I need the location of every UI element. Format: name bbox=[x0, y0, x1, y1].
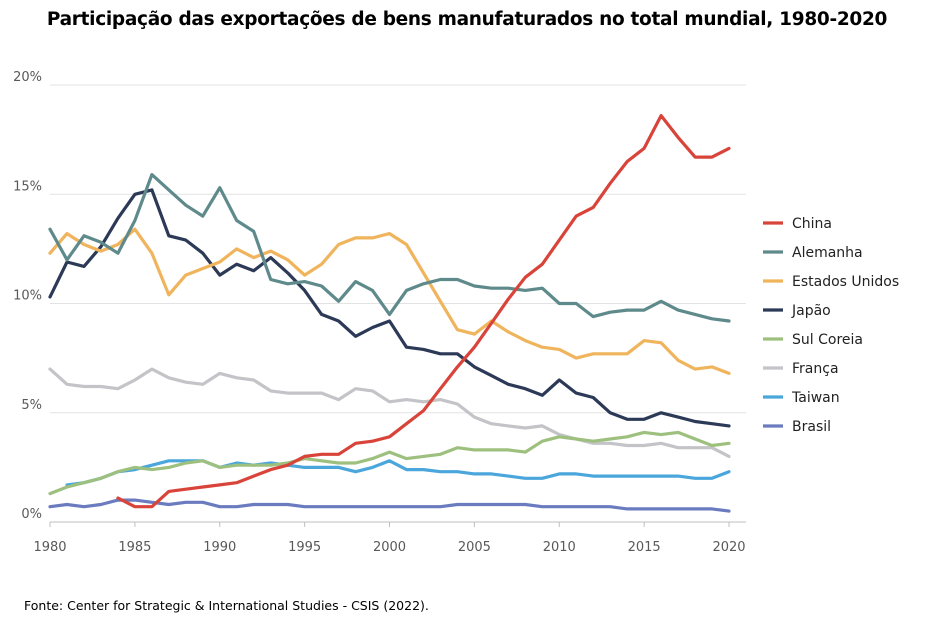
grid-lines bbox=[50, 84, 746, 414]
legend-item-brasil: Brasil bbox=[763, 419, 831, 435]
legend-label: Alemanha bbox=[792, 245, 863, 261]
y-tick-label: 0% bbox=[21, 507, 42, 522]
legend-label: Taiwan bbox=[791, 390, 840, 406]
legend-item-china: China bbox=[763, 216, 832, 232]
series-line-brasil bbox=[48, 498, 731, 513]
series-line-japão bbox=[48, 188, 731, 428]
legend-item-japão: Japão bbox=[763, 303, 831, 319]
legend-label: Sul Coreia bbox=[792, 332, 863, 348]
series-line-frança bbox=[48, 367, 731, 458]
x-tick-label: 2000 bbox=[373, 540, 406, 555]
y-tick-label: 20% bbox=[13, 70, 42, 85]
legend-label: Estados Unidos bbox=[792, 274, 899, 290]
x-tick-label: 2010 bbox=[543, 540, 576, 555]
series-line-sul-coreia bbox=[48, 430, 731, 496]
x-tick-label: 1995 bbox=[288, 540, 321, 555]
chart-title: Participação das exportações de bens man… bbox=[46, 9, 888, 30]
legend-label: China bbox=[792, 216, 832, 232]
source-note: Fonte: Center for Strategic & Internatio… bbox=[24, 598, 429, 613]
x-tick-label: 1990 bbox=[203, 540, 236, 555]
series-line-estados-unidos bbox=[48, 227, 731, 375]
x-tick-label: 1980 bbox=[33, 540, 66, 555]
legend-item-taiwan: Taiwan bbox=[763, 390, 840, 406]
legend-label: França bbox=[792, 361, 839, 377]
x-tick-label: 2015 bbox=[628, 540, 661, 555]
legend-item-sul-coreia: Sul Coreia bbox=[763, 332, 863, 348]
axes: 0% 5% 10% 15% 20% 1980 1985 1990 1995 2000 2005 201… bbox=[13, 70, 746, 555]
series-line-alemanha bbox=[48, 173, 731, 323]
series-line-taiwan bbox=[65, 459, 731, 487]
y-tick-label: 15% bbox=[13, 179, 42, 194]
series-line-china bbox=[116, 113, 731, 509]
legend: China Alemanha Estados Unidos Japão Sul Core… bbox=[763, 216, 899, 435]
legend-label: Brasil bbox=[792, 419, 831, 435]
x-tick-label: 2005 bbox=[458, 540, 491, 555]
series-lines bbox=[48, 113, 731, 513]
y-tick-label: 5% bbox=[21, 398, 42, 413]
legend-item-estados-unidos: Estados Unidos bbox=[763, 274, 899, 290]
legend-item-frança: França bbox=[763, 361, 839, 377]
legend-label: Japão bbox=[791, 303, 831, 319]
legend-item-alemanha: Alemanha bbox=[763, 245, 863, 261]
x-tick-label: 1985 bbox=[118, 540, 151, 555]
x-tick-label: 2020 bbox=[712, 540, 745, 555]
y-tick-label: 10% bbox=[13, 289, 42, 304]
